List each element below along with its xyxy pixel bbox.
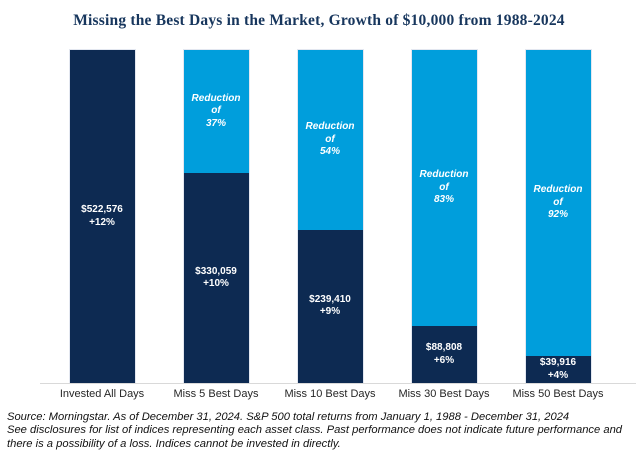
source-note: Source: Morningstar. As of December 31, … bbox=[7, 411, 635, 451]
bar-column-invested-all-days: $522,576 +12% bbox=[45, 49, 159, 384]
x-label-miss-50-best-days: Miss 50 Best Days bbox=[512, 388, 604, 400]
annualized-return: +4% bbox=[547, 369, 569, 381]
x-label-miss-5-best-days: Miss 5 Best Days bbox=[173, 388, 259, 400]
reduction-label-line1: Reduction of bbox=[305, 121, 355, 145]
reduction-label-line1: Reduction of bbox=[419, 169, 469, 193]
bar-segment-reduction: Reduction of 92% bbox=[525, 50, 591, 357]
ending-value: $330,059 bbox=[195, 265, 237, 277]
ending-value: $522,576 bbox=[81, 204, 123, 215]
bar-miss-50-best-days: Reduction of 92% $39,916 +4% bbox=[524, 49, 592, 384]
reduction-label-line2: 92% bbox=[547, 209, 568, 221]
x-axis-labels: Invested All Days Miss 5 Best Days Miss … bbox=[45, 388, 615, 400]
bar-miss-10-best-days: Reduction of 54% $239,410 +9% bbox=[296, 49, 364, 384]
annualized-return: +9% bbox=[319, 306, 341, 318]
reduction-label-line2: 37% bbox=[205, 117, 226, 129]
bar-chart: $522,576 +12% Reduction of 37% $330,059 … bbox=[45, 49, 615, 384]
value-label: $522,576 +12% bbox=[81, 204, 123, 229]
source-note-line3: there is a possibility of a loss. Indice… bbox=[7, 437, 341, 450]
reduction-label-line2: 83% bbox=[433, 194, 454, 206]
bar-column-miss-10-best-days: Reduction of 54% $239,410 +9% bbox=[273, 49, 387, 384]
value-label: $88,808 +6% bbox=[426, 342, 462, 367]
value-label: $239,410 +9% bbox=[309, 294, 351, 319]
value-label: $39,916 +4% bbox=[540, 357, 576, 382]
bar-miss-5-best-days: Reduction of 37% $330,059 +10% bbox=[182, 49, 250, 384]
bar-column-miss-30-best-days: Reduction of 83% $88,808 +6% bbox=[387, 49, 501, 384]
ending-value: $88,808 bbox=[425, 342, 463, 354]
value-label: $330,059 +10% bbox=[195, 266, 237, 291]
reduction-label: Reduction of 54% bbox=[298, 121, 363, 159]
bar-segment-reduction: Reduction of 83% bbox=[411, 50, 477, 327]
x-label-invested-all-days: Invested All Days bbox=[59, 388, 145, 400]
source-note-line2: See disclosures for list of indices repr… bbox=[7, 424, 623, 437]
reduction-label: Reduction of 83% bbox=[412, 169, 477, 207]
ending-value: $39,916 bbox=[539, 357, 577, 369]
bar-segment-value: $39,916 +4% bbox=[525, 356, 591, 383]
bar-segment-reduction: Reduction of 54% bbox=[297, 50, 363, 230]
bar-segment-reduction: Reduction of 37% bbox=[183, 50, 249, 174]
annualized-return: +12% bbox=[89, 216, 115, 228]
x-label-miss-10-best-days: Miss 10 Best Days bbox=[284, 388, 376, 400]
reduction-label-line2: 54% bbox=[319, 146, 340, 158]
reduction-label: Reduction of 37% bbox=[184, 93, 249, 131]
bar-invested-all-days: $522,576 +12% bbox=[68, 49, 136, 384]
bar-miss-30-best-days: Reduction of 83% $88,808 +6% bbox=[410, 49, 478, 384]
x-label-miss-30-best-days: Miss 30 Best Days bbox=[398, 388, 490, 400]
bar-segment-value: $88,808 +6% bbox=[411, 326, 477, 383]
bar-segment-value: $522,576 +12% bbox=[69, 50, 135, 383]
bar-segment-value: $330,059 +10% bbox=[183, 173, 249, 383]
bar-segment-value: $239,410 +9% bbox=[297, 229, 363, 383]
x-axis-line bbox=[40, 383, 636, 384]
ending-value: $239,410 bbox=[309, 293, 351, 305]
reduction-label: Reduction of 92% bbox=[526, 184, 591, 222]
annualized-return: +6% bbox=[433, 354, 455, 366]
reduction-label-line1: Reduction of bbox=[191, 92, 241, 117]
source-note-line1: Source: Morningstar. As of December 31, … bbox=[7, 411, 570, 423]
bar-column-miss-5-best-days: Reduction of 37% $330,059 +10% bbox=[159, 49, 273, 384]
chart-title: Missing the Best Days in the Market, Gro… bbox=[73, 12, 565, 29]
reduction-label-line1: Reduction of bbox=[533, 184, 583, 208]
annualized-return: +10% bbox=[203, 278, 229, 290]
bar-column-miss-50-best-days: Reduction of 92% $39,916 +4% bbox=[501, 49, 615, 384]
